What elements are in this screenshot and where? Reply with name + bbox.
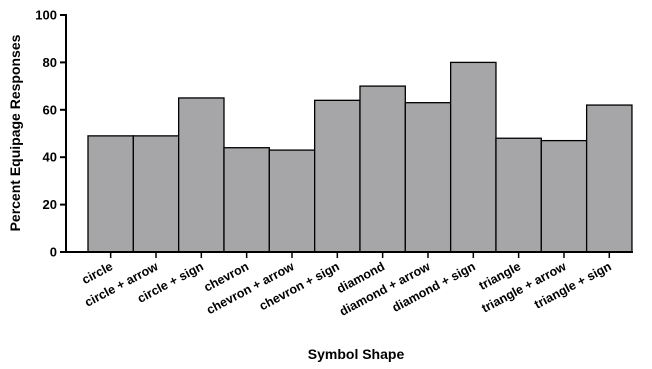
bar-circle-sign <box>178 97 225 253</box>
bar-diamond <box>359 85 406 253</box>
bar-chevron <box>223 147 270 253</box>
y-tick-label: 100 <box>35 8 57 23</box>
y-ticks: 0 20 40 60 80 100 <box>35 8 66 260</box>
y-tick-label: 40 <box>43 150 57 165</box>
bar-triangle-arrow <box>540 139 588 253</box>
bar-chevron-arrow <box>268 149 316 253</box>
bar-diamond-arrow <box>404 102 452 253</box>
bars-layer <box>87 61 633 253</box>
bar-triangle-sign <box>585 104 633 253</box>
bar-circle <box>87 135 134 253</box>
bar-diamond-sign <box>449 61 497 253</box>
y-tick-label: 60 <box>43 102 57 117</box>
y-tick-label: 0 <box>50 245 57 260</box>
bar-circle-arrow <box>132 135 180 253</box>
x-tick-label: triangle + sign <box>532 259 614 311</box>
axes-layer <box>65 14 633 253</box>
x-axis-title: Symbol Shape <box>308 346 405 362</box>
y-axis-title: Percent Equipage Responses <box>7 34 23 231</box>
x-tick-label: chevron + sign <box>257 259 342 313</box>
bar-triangle <box>495 137 542 253</box>
y-tick-label: 20 <box>43 197 57 212</box>
bar-chevron-sign <box>313 99 361 253</box>
y-tick-label: 80 <box>43 55 57 70</box>
